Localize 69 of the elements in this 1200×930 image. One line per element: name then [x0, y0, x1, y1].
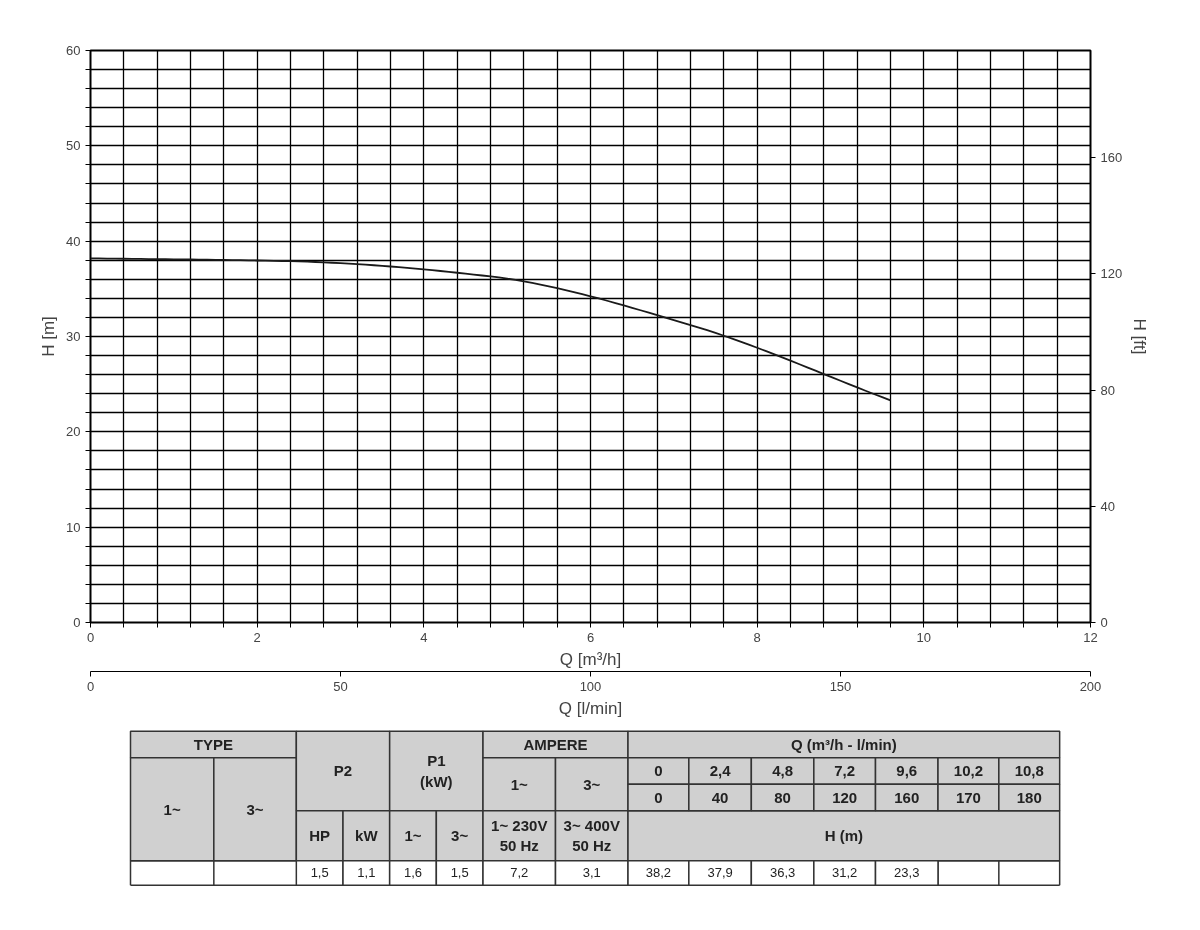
y2-tick-label: 0: [1100, 615, 1108, 630]
text: 0: [654, 761, 663, 779]
y2-tick-label: 120: [1100, 266, 1123, 282]
y2-tick-label: 160: [1100, 150, 1123, 166]
text: 0: [654, 788, 663, 806]
text: 1,1: [357, 865, 376, 881]
text: TYPE: [193, 735, 234, 753]
text: 36,3: [769, 865, 796, 881]
x-tick-label: 4: [420, 629, 428, 645]
text: 4,8: [772, 761, 794, 779]
y2-tick-label: 80: [1100, 382, 1115, 398]
text: 170: [955, 788, 981, 806]
text: 10,2: [953, 761, 984, 779]
text: 3,1: [582, 865, 601, 881]
text: 1,6: [403, 865, 423, 881]
x2-tick-label: 100: [579, 678, 602, 694]
text: 7,2: [510, 865, 529, 881]
text: 10,8: [1014, 761, 1044, 779]
y2-tick-label: 40: [1100, 498, 1115, 514]
text: 1~: [510, 775, 529, 793]
y-axis-title: H [m]: [39, 316, 59, 357]
x-axis-title: Q [m³/h]: [559, 649, 622, 669]
y-tick-label: 50: [66, 138, 81, 154]
x2-tick-label: 150: [829, 678, 852, 694]
text: 1~ 230V 50 Hz: [491, 817, 548, 855]
text: H (m): [824, 827, 863, 845]
x2-tick-label: 50: [333, 678, 348, 694]
x-tick-label: 10: [916, 629, 932, 645]
y-tick-label: 10: [66, 519, 81, 535]
x2-tick-label: 0: [86, 678, 95, 694]
text: 23,3: [894, 865, 920, 881]
text: 38,2: [645, 865, 672, 881]
y-tick-label: 60: [66, 43, 81, 58]
text: 40: [711, 788, 729, 806]
text: P1 (kW): [420, 752, 453, 790]
text: 1~: [404, 827, 422, 845]
text: 80: [774, 788, 791, 806]
text: 7,2: [834, 761, 856, 779]
text: 3~ 400V 50 Hz: [563, 817, 620, 855]
text: AMPERE: [523, 735, 588, 753]
x-tick-label: 0: [86, 629, 95, 645]
x-tick-label: 12: [1083, 629, 1098, 645]
text: 3~: [451, 827, 469, 845]
text: 120: [832, 788, 858, 806]
x-tick-label: 2: [253, 629, 261, 645]
text: 1~: [163, 800, 181, 818]
y-tick-label: 40: [66, 233, 81, 249]
text: 2,4: [709, 761, 732, 779]
text: Q (m³/h - l/min): [790, 735, 897, 753]
text: HP: [309, 827, 331, 845]
y-tick-label: 0: [73, 615, 81, 630]
text: kW: [355, 827, 379, 845]
text: 180: [1016, 788, 1042, 806]
x-tick-label: 8: [753, 629, 761, 645]
text: 1,5: [450, 865, 469, 881]
y-tick-label: 30: [66, 329, 81, 344]
text: 3~: [583, 775, 601, 793]
text: 160: [894, 788, 920, 806]
text: 9,6: [896, 761, 918, 779]
text: 1,5: [310, 865, 329, 881]
x2-tick-label: 200: [1079, 678, 1102, 694]
y-tick-label: 20: [66, 424, 81, 440]
y2-axis-title: H [ft]: [1130, 318, 1150, 355]
x-tick-label: 6: [586, 629, 595, 645]
text: 37,9: [707, 865, 733, 881]
x2-axis-title: Q [l/min]: [558, 698, 623, 718]
text: P2: [333, 762, 353, 780]
text: 3~: [246, 800, 264, 818]
text: 31,2: [832, 865, 858, 881]
